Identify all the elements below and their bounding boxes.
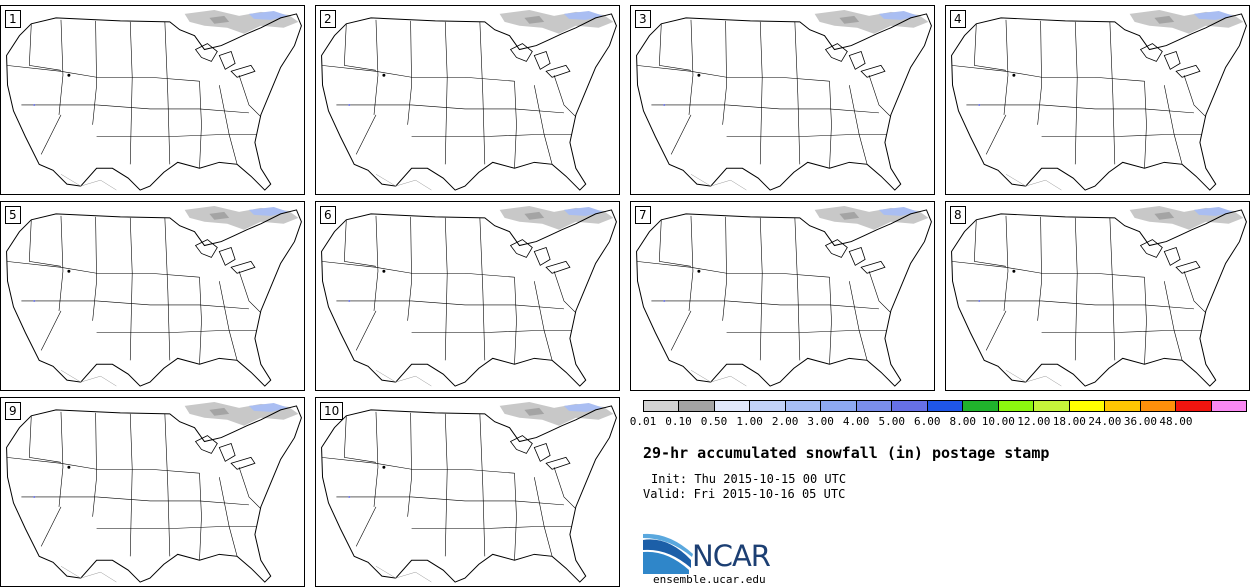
snow-cover-dark xyxy=(839,211,860,220)
colorbar-segment xyxy=(927,401,964,411)
ensemble-member-panel: 9 xyxy=(0,397,305,587)
ensemble-member-panel: 6 xyxy=(315,201,620,391)
colorbar-segment xyxy=(1140,401,1177,411)
snow-cover-dark xyxy=(839,15,860,24)
colorbar-segment xyxy=(1211,401,1246,411)
map-title: 29-hr accumulated snowfall (in) postage … xyxy=(643,444,1050,462)
us-map xyxy=(321,9,617,191)
colorbar-tick-label: 3.00 xyxy=(807,415,834,428)
snow-cover-dark xyxy=(524,15,545,24)
init-time: Init: Thu 2015-10-15 00 UTC xyxy=(651,472,847,486)
valid-time: Valid: Fri 2015-10-16 05 UTC xyxy=(643,487,846,501)
panel-number-label: 4 xyxy=(950,10,966,28)
colorbar-tick-label: 12.00 xyxy=(1017,415,1051,428)
colorbar-tick-label: 0.10 xyxy=(665,415,692,428)
snow-cover-blue xyxy=(878,206,919,216)
ensemble-member-panel: 4 xyxy=(945,5,1250,195)
ensemble-member-panel: 10 xyxy=(315,397,620,587)
colorbar-tick-label: 36.00 xyxy=(1123,415,1157,428)
snow-cover-dark xyxy=(209,211,230,220)
colorbar-segment xyxy=(644,401,680,411)
ensemble-member-panel: 5 xyxy=(0,201,305,391)
snow-cover-blue xyxy=(563,402,604,412)
snow-cover-blue xyxy=(878,10,919,20)
colorbar-tick-label: 24.00 xyxy=(1088,415,1122,428)
colorbar-tick-label: 2.00 xyxy=(771,415,799,428)
snow-cover-blue xyxy=(248,206,289,216)
panel-number-label: 6 xyxy=(320,206,336,224)
snow-cover-blue xyxy=(1193,206,1234,216)
panel-number-label: 10 xyxy=(320,402,344,420)
snow-cover-blue xyxy=(248,10,289,20)
colorbar-segment xyxy=(998,401,1035,411)
snow-cover-dark xyxy=(209,15,230,24)
colorbar-tick-label: 0.01 xyxy=(629,415,657,428)
panel-number-label: 1 xyxy=(5,10,21,28)
colorbar-tick-label: 10.00 xyxy=(981,415,1015,428)
colorbar-segment xyxy=(1176,401,1212,411)
colorbar-tick-label: 6.00 xyxy=(913,415,941,428)
snow-cover-dark xyxy=(1154,15,1175,24)
us-map xyxy=(636,9,932,191)
panel-number-label: 8 xyxy=(950,206,966,224)
panel-number-label: 3 xyxy=(635,10,651,28)
us-map xyxy=(6,9,302,191)
snow-cover-blue xyxy=(248,402,289,412)
colorbar-segment xyxy=(785,401,822,411)
panel-number-label: 5 xyxy=(5,206,21,224)
ncar-logo-text: NCAR xyxy=(692,539,771,573)
panel-number-label: 7 xyxy=(635,206,651,224)
website-url: ensemble.ucar.edu xyxy=(653,573,766,586)
colorbar-segment xyxy=(892,401,928,411)
colorbar-segment xyxy=(1034,401,1070,411)
snow-cover-dark xyxy=(209,407,230,416)
us-map xyxy=(951,9,1247,191)
colorbar-tick-label: 5.00 xyxy=(878,415,905,428)
colorbar-segment xyxy=(1105,401,1141,411)
ensemble-member-panel: 3 xyxy=(630,5,935,195)
snow-cover-blue xyxy=(563,206,604,216)
us-map xyxy=(321,401,617,583)
colorbar-tick-label: 18.00 xyxy=(1052,415,1086,428)
colorbar-segment xyxy=(963,401,999,411)
ensemble-member-panel: 7 xyxy=(630,201,935,391)
us-map xyxy=(6,401,302,583)
us-map xyxy=(951,205,1247,387)
snow-cover-dark xyxy=(1154,211,1175,220)
ensemble-member-panel: 8 xyxy=(945,201,1250,391)
us-map xyxy=(321,205,617,387)
colorbar-tick-label: 4.00 xyxy=(842,415,870,428)
snow-cover-blue xyxy=(563,10,604,20)
colorbar-segment xyxy=(750,401,786,411)
colorbar-segment xyxy=(679,401,715,411)
snow-cover-dark xyxy=(524,407,545,416)
ncar-logo-icon xyxy=(643,533,693,574)
colorbar-segment xyxy=(856,401,893,411)
panel-number-label: 9 xyxy=(5,402,21,420)
panel-number-label: 2 xyxy=(320,10,336,28)
colorbar-tick-label: 8.00 xyxy=(949,415,977,428)
snowfall-colorbar xyxy=(643,400,1247,412)
us-map xyxy=(636,205,932,387)
colorbar-labels: 0.01 0.10 0.50 1.00 2.00 3.00 4.00 5.00 6.00 8.00… xyxy=(630,415,1260,429)
colorbar-segment xyxy=(1069,401,1106,411)
colorbar-tick-label: 1.00 xyxy=(736,415,763,428)
colorbar-segment xyxy=(821,401,857,411)
ensemble-member-panel: 2 xyxy=(315,5,620,195)
ensemble-member-panel: 1 xyxy=(0,5,305,195)
colorbar-tick-label: 48.00 xyxy=(1159,415,1193,428)
snow-cover-blue xyxy=(1193,10,1234,20)
us-map xyxy=(6,205,302,387)
colorbar-segment xyxy=(714,401,751,411)
snow-cover-dark xyxy=(524,211,545,220)
colorbar-tick-label: 0.50 xyxy=(700,415,728,428)
